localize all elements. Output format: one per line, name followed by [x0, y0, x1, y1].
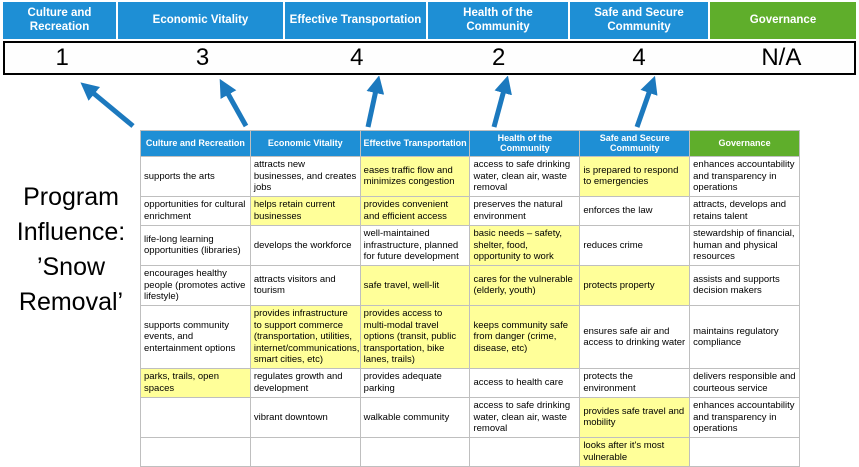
influence-cell: provides adequate parking: [359, 367, 471, 398]
influence-cell: attracts new businesses, and creates job…: [249, 155, 361, 197]
influence-cell: delivers responsible and courteous servi…: [689, 367, 800, 398]
table-row: looks after it's most vulnerable: [140, 436, 800, 467]
banner-category-label: Culture and Recreation: [27, 6, 92, 33]
banner-category-5: Governance: [710, 2, 856, 39]
table-header-2: Effective Transportation: [359, 130, 471, 157]
influence-arrow-2: [365, 76, 385, 128]
influence-cell: [359, 436, 471, 467]
influence-cell: enhances accountability and transparency…: [689, 155, 800, 197]
influence-cell: [689, 436, 800, 467]
influence-cell: ensures safe air and access to drinking …: [579, 304, 691, 369]
influence-cell: [469, 436, 581, 467]
influence-cell-highlighted: keeps community safe from danger (crime,…: [469, 304, 581, 369]
influence-arrow-4: [634, 76, 658, 128]
influence-cell: [140, 436, 251, 467]
score-value-1: 3: [195, 44, 210, 71]
score-value-0: 1: [55, 44, 69, 71]
influence-cell: regulates growth and development: [249, 367, 361, 398]
score-value-2: 4: [350, 44, 364, 71]
influence-cell-highlighted: is prepared to respond to emergencies: [579, 155, 691, 197]
banner-category-2: Effective Transportation: [285, 2, 428, 39]
slide-title: Program Influence: ’Snow Removal’: [16, 183, 126, 316]
arrows-layer: [80, 76, 658, 128]
influence-cell-highlighted: provides access to multi-modal travel op…: [359, 304, 471, 369]
influence-cell: [140, 396, 251, 438]
influence-cell: vibrant downtown: [249, 396, 361, 438]
influence-cell: access to safe drinking water, clean air…: [469, 155, 581, 197]
influence-cell-highlighted: protects property: [579, 264, 691, 306]
influence-arrow-1: [219, 78, 249, 128]
banner-category-4: Safe and Secure Community: [570, 2, 710, 39]
table-row: vibrant downtown walkable community access…: [140, 396, 800, 438]
banner-category-0: Culture and Recreation: [3, 2, 118, 39]
score-value-5: N/A: [761, 44, 802, 71]
category-banner: Culture and Recreation Economic Vitality E…: [3, 2, 856, 39]
score-row: 1 3 4 2 4 N/A: [3, 41, 856, 75]
influence-cell: protects the environment: [579, 367, 691, 398]
influence-cell: opportunities for cultural enrichment: [140, 195, 251, 226]
table-row: supports the arts attracts new businesses…: [140, 155, 800, 197]
banner-category-3: Health of the Community: [428, 2, 570, 39]
table-row: opportunities for cultural enrichment hel…: [140, 195, 800, 226]
influence-arrow-3: [491, 76, 512, 128]
influence-cell-highlighted: eases traffic flow and minimizes congest…: [359, 155, 471, 197]
influence-cell: develops the workforce: [249, 224, 361, 266]
influence-cell: attracts visitors and tourism: [249, 264, 361, 306]
influence-table: Culture and Recreation Economic Vitality E…: [140, 130, 800, 467]
banner-category-label: Economic Vitality: [152, 13, 249, 26]
table-header-5: Governance: [689, 130, 800, 157]
table-header-3: Health of the Community: [469, 130, 581, 157]
influence-cell: supports community events, and entertain…: [140, 304, 251, 369]
influence-arrow-0: [80, 82, 135, 128]
influence-cell: assists and supports decision makers: [689, 264, 800, 306]
table-row: supports community events, and entertain…: [140, 304, 800, 369]
influence-cell: stewardship of financial, human and phys…: [689, 224, 800, 266]
banner-category-label: Effective Transportation: [289, 13, 422, 26]
influence-cell: preserves the natural environment: [469, 195, 581, 226]
influence-cell-highlighted: parks, trails, open spaces: [140, 367, 251, 398]
influence-cell: [249, 436, 361, 467]
influence-cell-highlighted: cares for the vulnerable (elderly, youth…: [469, 264, 581, 306]
influence-cell-highlighted: looks after it's most vulnerable: [579, 436, 691, 467]
influence-cell: enforces the law: [579, 195, 691, 226]
table-row: life-long learning opportunities (librar…: [140, 224, 800, 266]
influence-cell: walkable community: [359, 396, 471, 438]
influence-cell: enhances accountability and transparency…: [689, 396, 800, 438]
influence-cell-highlighted: provides convenient and efficient access: [359, 195, 471, 226]
influence-cell-highlighted: basic needs – safety, shelter, food, opp…: [469, 224, 581, 266]
influence-cell: encourages healthy people (promotes acti…: [140, 264, 251, 306]
influence-cell: well-maintained infrastructure, planned …: [359, 224, 471, 266]
score-value-4: 4: [632, 44, 646, 71]
influence-cell: access to health care: [469, 367, 581, 398]
table-row: parks, trails, open spaces regulates grow…: [140, 367, 800, 398]
table-header-1: Economic Vitality: [249, 130, 361, 157]
influence-cell: attracts, develops and retains talent: [689, 195, 800, 226]
banner-category-label: Health of the Community: [463, 6, 533, 33]
table-header-row: Culture and Recreation Economic Vitality E…: [140, 130, 800, 157]
banner-category-label: Safe and Secure Community: [594, 6, 684, 33]
influence-cell-highlighted: safe travel, well-lit: [359, 264, 471, 306]
influence-cell-highlighted: helps retain current businesses: [249, 195, 361, 226]
table-header-4: Safe and Secure Community: [579, 130, 691, 157]
banner-category-1: Economic Vitality: [118, 2, 285, 39]
influence-cell-highlighted: provides safe travel and mobility: [579, 396, 691, 438]
score-value-3: 2: [491, 44, 506, 71]
influence-cell: supports the arts: [140, 155, 251, 197]
influence-cell-highlighted: provides infrastructure to support comme…: [249, 304, 361, 369]
banner-category-label: Governance: [749, 13, 817, 26]
influence-cell: maintains regulatory compliance: [689, 304, 800, 369]
table-row: encourages healthy people (promotes acti…: [140, 264, 800, 306]
influence-cell: reduces crime: [579, 224, 691, 266]
influence-cell: access to safe drinking water, clean air…: [469, 396, 581, 438]
table-header-0: Culture and Recreation: [140, 130, 251, 157]
influence-cell: life-long learning opportunities (librar…: [140, 224, 251, 266]
